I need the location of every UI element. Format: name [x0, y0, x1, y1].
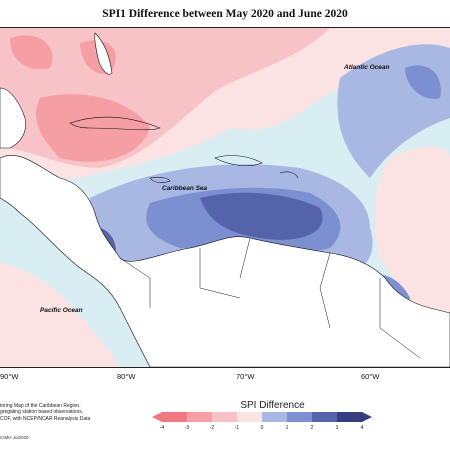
land-central-south-america [0, 155, 450, 367]
pacific-ocean-label: Pacific Ocean [40, 307, 83, 314]
map-title: SPI1 Difference between May 2020 and Jun… [102, 8, 348, 20]
legend-tick-label: 1 [285, 425, 289, 431]
spi-region-pink-strong-2 [10, 35, 53, 70]
legend-swatch [287, 412, 312, 422]
legend-tick-label: -2 [209, 425, 215, 431]
note-line-2: gregating station based observations, [0, 409, 84, 416]
legend-swatch [312, 412, 337, 422]
land-puerto-rico [279, 171, 299, 179]
caribbean-sea-label: Caribbean Sea [162, 185, 208, 192]
credit-text: CIMH Jul2020 [0, 435, 29, 440]
legend-title: SPI Difference [240, 400, 305, 411]
legend-swatch [162, 412, 187, 422]
legend-swatch [237, 412, 262, 422]
legend-tick-label: 3 [335, 425, 339, 431]
legend-swatch [212, 412, 237, 422]
legend-tick-label: 4 [360, 425, 364, 431]
land-yucatan [0, 87, 26, 149]
lon-label-80w: 80°W [117, 372, 136, 381]
lon-label-70w: 70°W [236, 372, 255, 381]
legend-arrow-right [362, 412, 372, 422]
land-florida [94, 32, 113, 75]
legend-colorbar [152, 412, 372, 422]
spi-region-pacific-pink [0, 263, 120, 367]
legend-tick-label: -4 [159, 425, 165, 431]
spi-region-atlantic-blue-strong [405, 65, 441, 99]
note-line-1: toring Map of the Caribbean Region. [0, 403, 81, 409]
legend-swatch [337, 412, 362, 422]
legend-swatch [262, 412, 287, 422]
spi-region-caribbean-blue-strong [200, 192, 323, 240]
legend-swatch [187, 412, 212, 422]
country-borders [119, 237, 421, 359]
legend-arrow-left [152, 412, 162, 422]
land-jamaica [149, 176, 171, 183]
legend-tick-label: 2 [310, 425, 314, 431]
land-cuba [69, 116, 161, 131]
map-notes: toring Map of the Caribbean Region. greg… [0, 403, 120, 422]
spi-difference-map [0, 28, 450, 367]
map-panel: Atlantic Ocean Caribbean Sea Pacific Oce… [0, 27, 450, 368]
land-hispaniola [214, 155, 263, 167]
spi-region-atlantic-pink [374, 146, 450, 328]
note-line-3: COF, with NCEP/NCAR Reanalysis Data [0, 415, 91, 422]
lon-label-60w: 60°W [361, 372, 380, 381]
legend-tick-label: -3 [184, 425, 190, 431]
legend-tick-label: -1 [234, 425, 240, 431]
lon-label-90w: 90°W [0, 372, 19, 381]
legend-tick-label: 0 [260, 425, 264, 431]
atlantic-ocean-label: Atlantic Ocean [344, 64, 390, 71]
